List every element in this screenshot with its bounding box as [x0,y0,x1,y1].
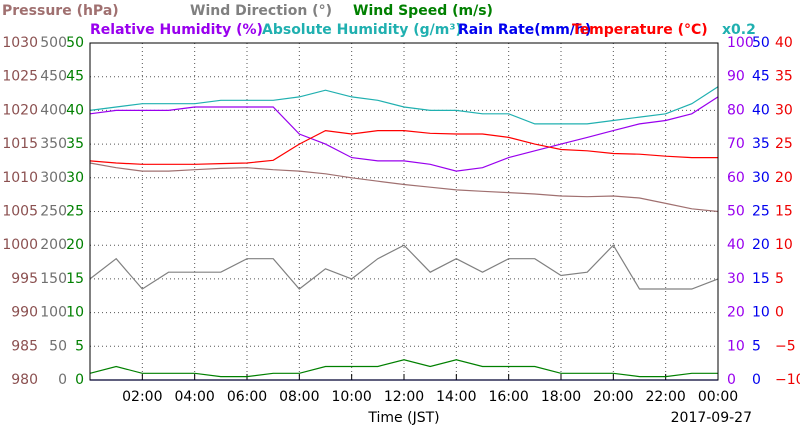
y-tick-label: 25 [66,204,84,220]
y-tick-label: 40 [752,102,770,118]
plot-frame [89,42,719,381]
y-tick-label: 40 [727,237,745,253]
axis-factor-label: x0.2 [722,22,756,38]
y-tick-label: 25 [752,204,770,220]
y-tick-label: 200 [40,237,67,253]
legend-label: Wind Direction (°) [190,3,332,19]
legend-label: Temperature (°C) [572,22,708,38]
y-tick-label: 25 [775,136,793,152]
y-tick-label: 10 [727,338,745,354]
x-tick-label: 20:00 [593,389,633,405]
y-tick-label: 985 [11,338,38,354]
y-tick-label: 0 [75,372,84,388]
y-tick-label: 20 [752,237,770,253]
x-tick-label: 00:00 [698,389,738,405]
x-tick-label: 18:00 [541,389,581,405]
y-tick-label: 1005 [2,204,38,220]
y-tick-label: 0 [58,372,67,388]
series-line [89,244,719,290]
y-tick-label: 0 [775,305,784,321]
y-tick-label: 1000 [2,237,38,253]
y-tick-label: 50 [752,35,770,51]
y-tick-label: 1025 [2,69,38,85]
legend-label: Pressure (hPa) [2,3,119,19]
x-tick-label: 10:00 [331,389,371,405]
y-tick-label: 50 [66,35,84,51]
y-tick-label: 30 [752,170,770,186]
legend-label: Wind Speed (m/s) [353,3,493,19]
y-tick-label: 500 [40,35,67,51]
y-tick-label: 20 [66,237,84,253]
y-tick-label: 30 [775,102,793,118]
legend-label: Absolute Humidity (g/m³) [262,22,462,38]
y-tick-label: 995 [11,271,38,287]
y-tick-label: 20 [775,170,793,186]
x-tick-label: 06:00 [227,389,267,405]
y-tick-label: 10 [752,305,770,321]
y-tick-label: 1010 [2,170,38,186]
y-tick-label: 10 [775,237,793,253]
y-tick-label: 35 [775,69,793,85]
y-tick-label: 40 [775,35,793,51]
y-tick-label: 60 [727,170,745,186]
date-label: 2017-09-27 [671,410,752,426]
y-tick-label: 50 [727,204,745,220]
y-tick-label: 990 [11,305,38,321]
y-tick-label: 70 [727,136,745,152]
y-tick-label: 30 [727,271,745,287]
y-tick-label: 150 [40,271,67,287]
x-tick-label: 14:00 [436,389,476,405]
y-tick-label: 15 [66,271,84,287]
y-tick-label: 0 [752,372,761,388]
y-tick-label: 300 [40,170,67,186]
legend-label: Relative Humidity (%) [90,22,263,38]
x-tick-label: 02:00 [122,389,162,405]
x-tick-label: 16:00 [488,389,528,405]
y-tick-label: 30 [66,170,84,186]
y-tick-label: 5 [752,338,761,354]
y-tick-label: 450 [40,69,67,85]
y-tick-label: 1015 [2,136,38,152]
y-tick-label: 15 [752,271,770,287]
y-tick-label: 50 [49,338,67,354]
x-tick-label: 12:00 [384,389,424,405]
x-tick-label: 08:00 [279,389,319,405]
y-tick-label: 10 [66,305,84,321]
series-line [89,359,718,378]
y-tick-label: 100 [40,305,67,321]
y-tick-label: 15 [775,204,793,220]
y-tick-label: 45 [752,69,770,85]
series-line [89,96,719,172]
y-tick-label: 350 [40,136,67,152]
y-tick-label: 0 [727,372,736,388]
y-tick-label: 20 [727,305,745,321]
y-tick-label: 35 [66,136,84,152]
y-tick-label: 1030 [2,35,38,51]
y-tick-label: 35 [752,136,770,152]
y-tick-label: 400 [40,102,67,118]
y-tick-label: 90 [727,69,745,85]
y-tick-label: 5 [75,338,84,354]
x-tick-label: 04:00 [174,389,214,405]
series-line [89,86,719,125]
y-tick-label: 80 [727,102,745,118]
x-axis-label: Time (JST) [367,410,439,426]
series-line [89,129,718,165]
series-line [89,162,719,213]
y-tick-label: 250 [40,204,67,220]
y-tick-label: 1020 [2,102,38,118]
y-tick-label: 100 [727,35,754,51]
y-tick-label: 40 [66,102,84,118]
y-tick-label: 5 [775,271,784,287]
y-tick-label: −10 [775,372,800,388]
y-tick-label: 45 [66,69,84,85]
y-tick-label: −5 [775,338,796,354]
x-tick-label: 22:00 [645,389,685,405]
y-tick-label: 980 [11,372,38,388]
legend-label: Rain Rate(mm/h) [458,22,591,38]
